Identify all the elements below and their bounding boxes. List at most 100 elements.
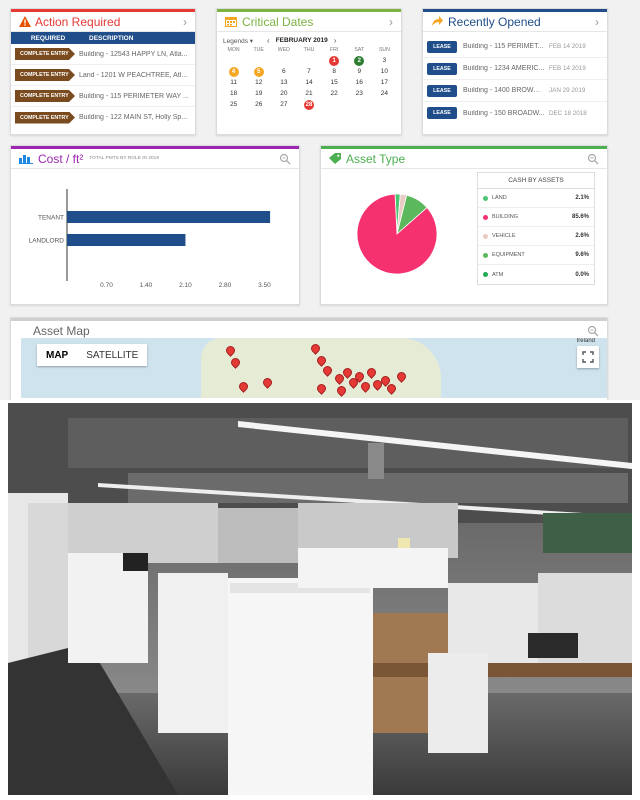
day-header: WED (277, 47, 290, 53)
day-header: THU (303, 47, 315, 53)
open-office-image (8, 403, 632, 795)
calendar-day[interactable]: 4 (221, 66, 246, 77)
action-row[interactable]: COMPLETE ENTRY Building - 12543 HAPPY LN… (11, 44, 195, 65)
action-row[interactable]: COMPLETE ENTRY Building - 122 MAIN ST, H… (11, 107, 195, 128)
ireland-label: Ireland (576, 338, 595, 344)
legend-dot-icon (483, 233, 488, 239)
asset-map-card: Asset Map MAP SATELLITE Ireland (10, 317, 608, 400)
action-row[interactable]: COMPLETE ENTRY Building - 115 PERIMETER … (11, 86, 195, 107)
chevron-right-icon[interactable]: › (389, 14, 393, 29)
zoom-icon[interactable] (279, 153, 291, 165)
map-button[interactable]: MAP (46, 349, 69, 361)
action-row[interactable]: COMPLETE ENTRY Land - 1201 W PEACHTREE, … (11, 65, 195, 86)
action-desc: Land - 1201 W PEACHTREE, Atl... (79, 71, 188, 79)
legend-dot-icon (483, 252, 488, 258)
calendar-day[interactable]: 14 (305, 79, 313, 86)
recent-desc: Building - 1400 BROWN ... (463, 87, 545, 94)
calendar-day[interactable]: 16 (355, 79, 363, 86)
calendar-day (221, 55, 246, 66)
calendar-day[interactable]: 1 (322, 55, 347, 66)
asset-type-title: Asset Type (346, 151, 406, 166)
calendar-day[interactable]: 11 (230, 79, 237, 86)
action-required-card: Action Required › REQUIRED DESCRIPTION C… (10, 8, 196, 135)
asset-map[interactable]: MAP SATELLITE Ireland (21, 338, 607, 398)
lease-tag: LEASE (427, 84, 457, 97)
cash-by-assets-table: CASH BY ASSETS LAND 2.1% BUILDING 85.6% … (477, 172, 595, 285)
fullscreen-button[interactable] (577, 346, 599, 368)
recent-date: JAN 29 2019 (549, 87, 586, 94)
action-required-header: REQUIRED DESCRIPTION (11, 32, 195, 44)
col-required: REQUIRED (30, 34, 66, 42)
calendar-day[interactable]: 13 (280, 79, 288, 86)
lease-tag: LEASE (427, 107, 457, 119)
dashboard: Action Required › REQUIRED DESCRIPTION C… (0, 0, 640, 400)
calendar-day (271, 55, 296, 66)
zoom-icon[interactable] (587, 325, 599, 337)
action-desc: Building - 122 MAIN ST, Holly Sp... (79, 114, 188, 121)
calendar-day[interactable]: 18 (229, 90, 238, 97)
legend-dot-icon (483, 214, 488, 220)
calendar-day[interactable]: 17 (380, 79, 389, 86)
calendar-day (322, 99, 347, 110)
calendar-day[interactable]: 15 (330, 79, 338, 86)
day-header: FRI (329, 47, 339, 53)
warning-icon (19, 16, 31, 27)
recent-date: DEC 18 2018 (549, 109, 587, 117)
chevron-right-icon[interactable]: › (595, 14, 599, 29)
pie-slice-building (356, 193, 438, 275)
prev-month-button[interactable]: ‹ (267, 36, 270, 45)
calendar-day[interactable]: 3 (382, 57, 387, 64)
calendar-day[interactable]: 10 (380, 68, 389, 75)
complete-entry-tag: COMPLETE ENTRY (15, 69, 75, 81)
calendar-day[interactable]: 26 (255, 101, 263, 108)
calendar-day[interactable]: 7 (307, 68, 311, 75)
building-chart-icon (19, 155, 33, 164)
calendar-day[interactable]: 23 (355, 90, 363, 97)
tag-icon (329, 153, 341, 164)
recent-desc: Building - 115 PERIMET... (463, 43, 544, 50)
satellite-button[interactable]: SATELLITE (86, 349, 139, 361)
critical-dates-title: Critical Dates (242, 14, 314, 29)
calendar-day[interactable]: 28 (303, 100, 314, 110)
bar-landlord (67, 234, 186, 246)
calendar-day[interactable]: 27 (280, 101, 288, 108)
calendar-day[interactable]: 12 (255, 79, 263, 86)
x-tick-label: 1.40 (140, 282, 153, 289)
calendar-day (296, 55, 321, 66)
day-header: SAT (354, 47, 365, 53)
cost-title: Cost / ft² (38, 151, 84, 166)
action-desc: Building - 115 PERIMETER WAY ... (79, 92, 189, 100)
recent-date: FEB 14 2019 (549, 43, 586, 50)
recent-row[interactable]: LEASE Building - 115 PERIMET... FEB 14 2… (423, 36, 607, 58)
calendar-day[interactable]: 21 (305, 90, 313, 97)
zoom-icon[interactable] (587, 153, 599, 165)
asset-row: BUILDING 85.6% (478, 208, 594, 227)
action-required-title: Action Required (35, 14, 121, 29)
bar-tenant (67, 211, 271, 223)
recent-row[interactable]: LEASE Building - 150 BROADW... DEC 18 20… (423, 102, 607, 124)
cash-by-assets-header: CASH BY ASSETS (478, 173, 594, 189)
calendar-day[interactable]: 8 (332, 68, 336, 75)
calendar-day[interactable]: 6 (282, 68, 286, 75)
asset-pie-chart (356, 193, 438, 275)
calendar-day[interactable]: 20 (280, 90, 288, 97)
calendar-day[interactable]: 22 (330, 90, 338, 97)
recent-row[interactable]: LEASE Building - 1234 AMERIC... FEB 14 2… (423, 58, 607, 80)
x-tick-label: 2.10 (179, 282, 192, 289)
recently-opened-card: Recently Opened › LEASE Building - 115 P… (422, 8, 608, 135)
legends-dropdown[interactable]: Legends ▾ (223, 37, 254, 45)
calendar-day[interactable]: 9 (357, 68, 362, 75)
calendar-day[interactable]: 5 (246, 66, 271, 77)
recent-row[interactable]: LEASE Building - 1400 BROWN ... JAN 29 2… (423, 80, 607, 102)
day-header: MON (227, 47, 240, 53)
asset-row: LAND 2.1% (478, 189, 594, 208)
calendar-icon (225, 17, 237, 27)
calendar-day[interactable]: 2 (347, 55, 372, 66)
day-header: TUE (253, 47, 264, 53)
calendar-day[interactable]: 25 (229, 101, 238, 108)
calendar-day[interactable]: 19 (255, 90, 263, 97)
next-month-button[interactable]: › (333, 36, 337, 45)
complete-entry-tag: COMPLETE ENTRY (15, 111, 75, 124)
calendar-day[interactable]: 24 (380, 90, 389, 97)
chevron-right-icon[interactable]: › (183, 14, 187, 29)
